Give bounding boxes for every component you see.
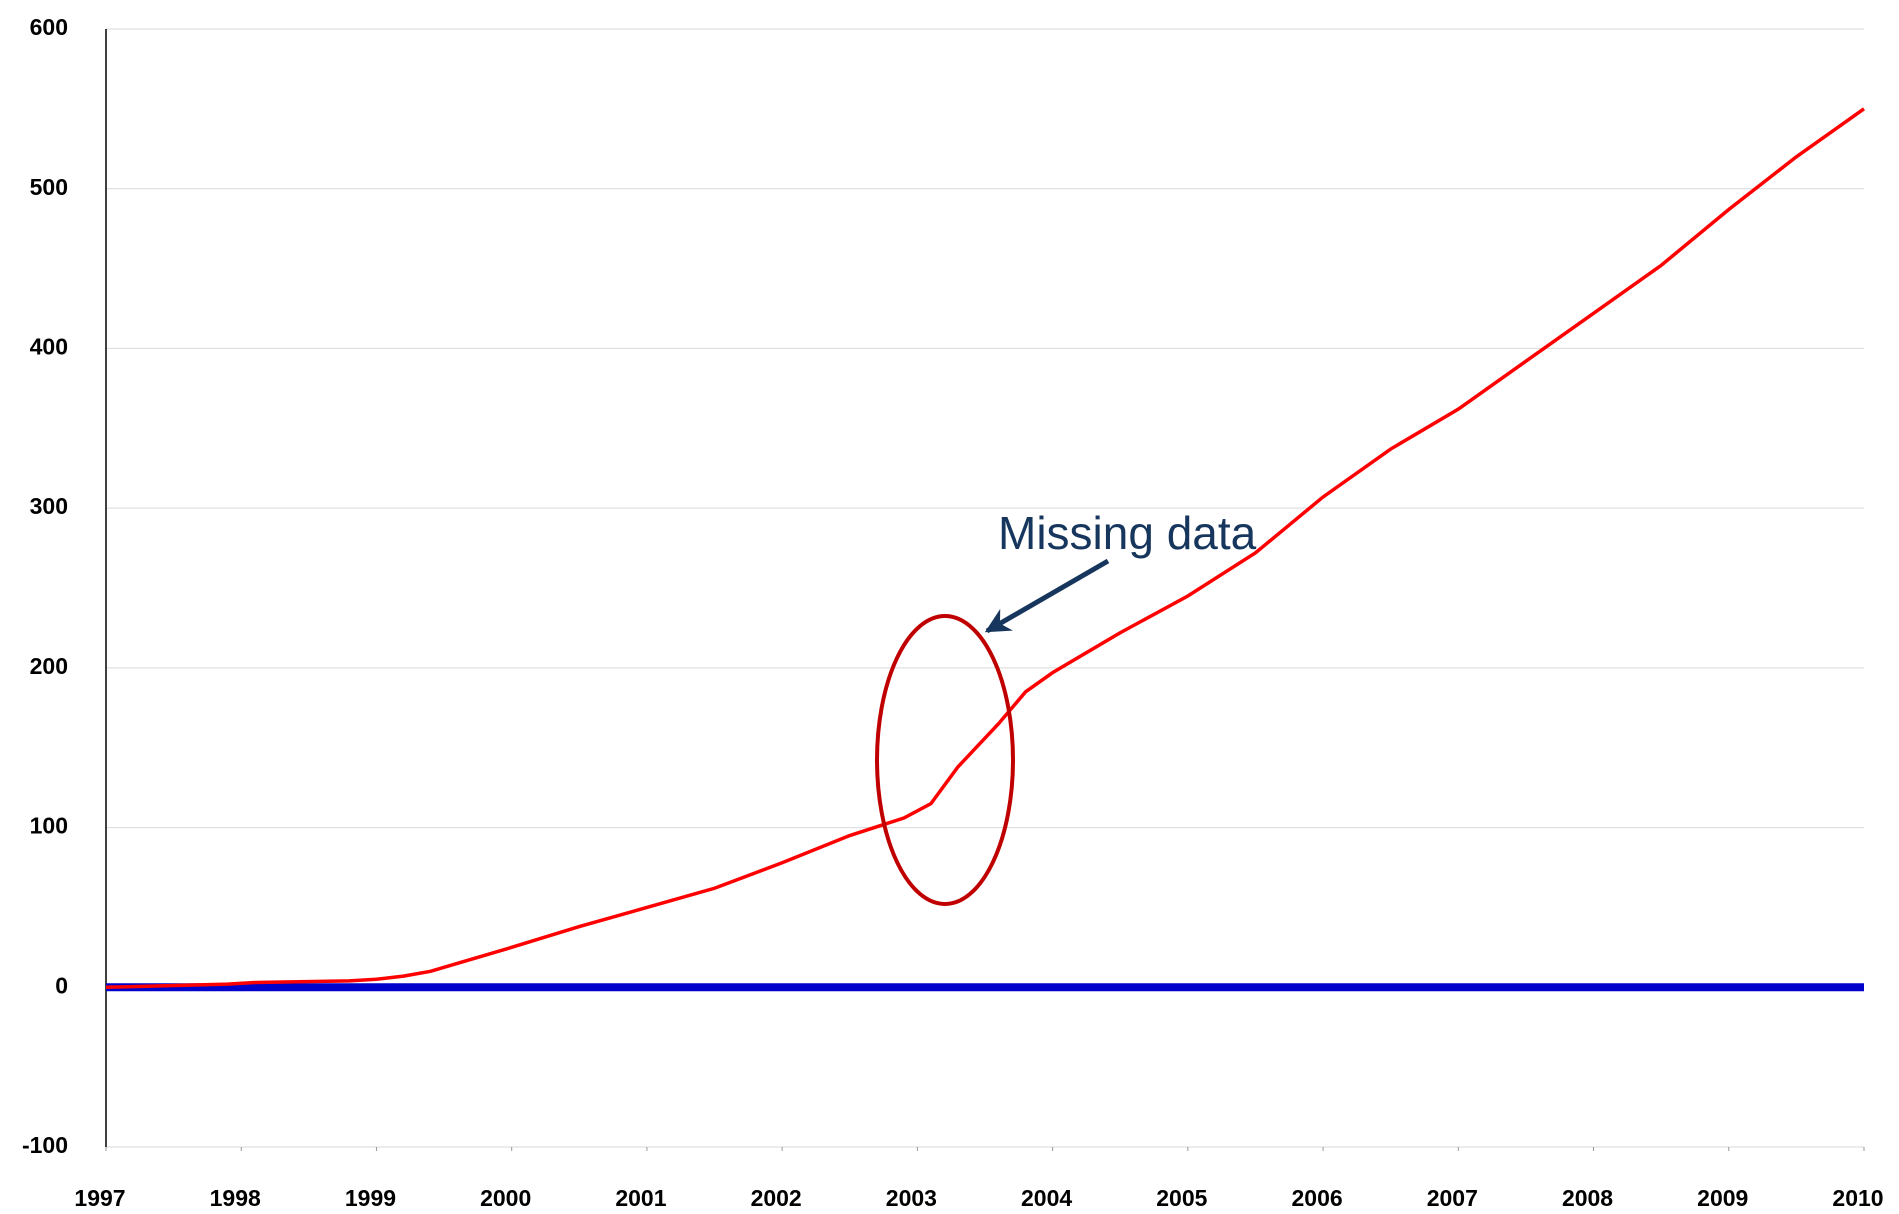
y-tick-label: 500 [30, 174, 68, 200]
x-tick-label: 2008 [1562, 1185, 1613, 1211]
x-tick-label: 2006 [1291, 1185, 1342, 1211]
x-tick-label: 2002 [751, 1185, 802, 1211]
x-tick-label: 2003 [886, 1185, 937, 1211]
x-tick-label: 1997 [74, 1185, 125, 1211]
annotation-arrow [984, 558, 1110, 634]
x-tick-label: 2004 [1021, 1185, 1072, 1211]
x-tick-label: 1999 [345, 1185, 396, 1211]
x-tick-label: 2001 [615, 1185, 666, 1211]
x-tick-label: 2000 [480, 1185, 531, 1211]
plot-area: -100 0 100 200 300 400 500 600 1997 1998 1999 2000 2… [22, 14, 1884, 1211]
y-tick-label: 0 [55, 972, 68, 998]
y-tick-label: -100 [22, 1132, 68, 1158]
x-tick-label: 2010 [1832, 1185, 1883, 1211]
y-tick-label: 400 [30, 334, 68, 360]
x-tick-label: 1998 [210, 1185, 261, 1211]
x-tick-label: 2005 [1156, 1185, 1207, 1211]
y-tick-label: 200 [30, 653, 68, 679]
y-tick-label: 100 [30, 813, 68, 839]
y-tick-label: 300 [30, 493, 68, 519]
highlight-ellipse [875, 614, 1015, 906]
data-line [105, 107, 1866, 990]
y-tick-label: 600 [30, 14, 68, 40]
x-tick-label: 2009 [1697, 1185, 1748, 1211]
annotation: Missing data [998, 507, 1257, 559]
x-tick-label: 2007 [1427, 1185, 1478, 1211]
